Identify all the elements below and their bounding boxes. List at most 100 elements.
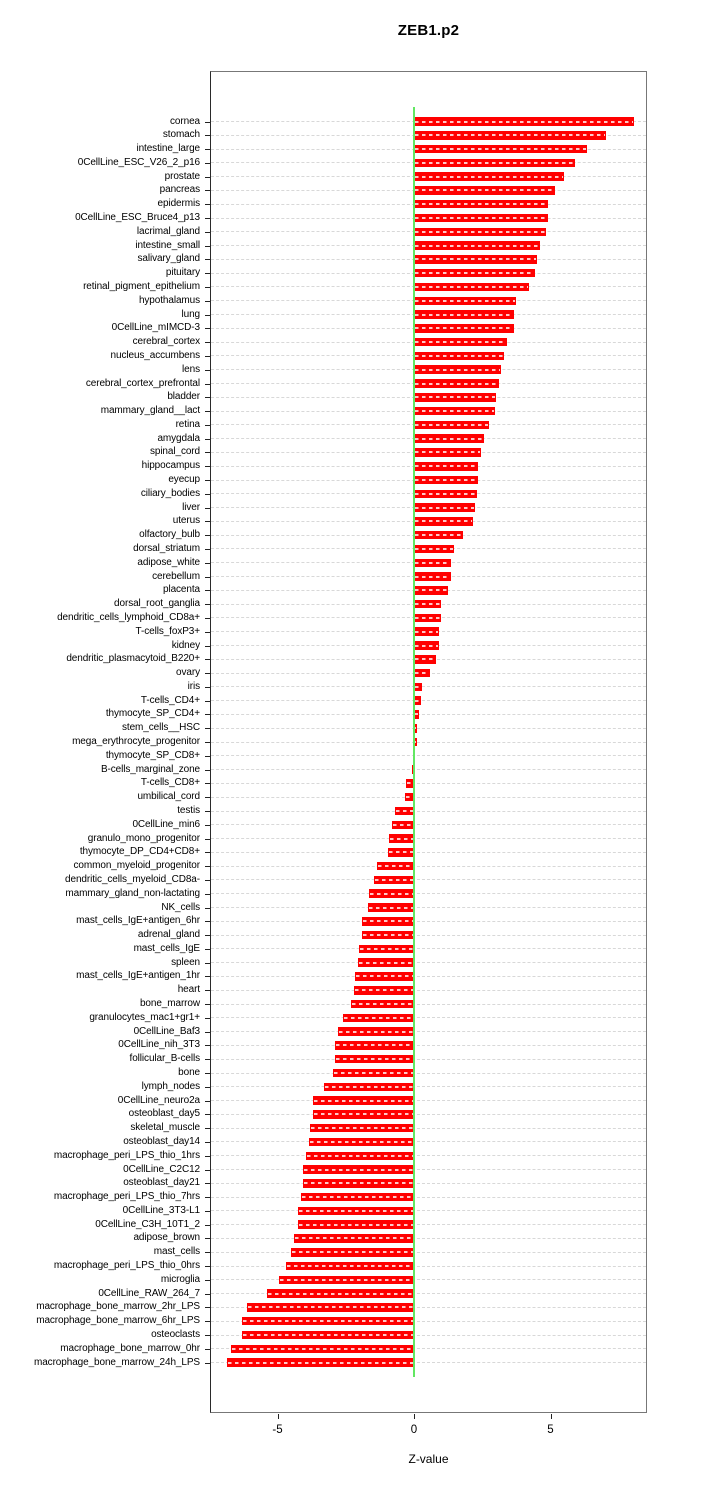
y-axis-tick xyxy=(205,769,210,771)
y-axis-tick xyxy=(205,1128,210,1130)
bar xyxy=(414,172,565,181)
bar xyxy=(414,503,476,512)
y-axis-label: 0CellLine_neuro2a xyxy=(117,1094,200,1106)
gridline xyxy=(211,1320,646,1322)
gridline xyxy=(211,1058,646,1060)
y-axis-label: lens xyxy=(182,363,200,375)
y-axis-tick xyxy=(205,204,210,206)
y-axis-label: granulo_mono_progenitor xyxy=(87,832,200,844)
y-axis-label: spleen xyxy=(171,956,200,968)
gridline xyxy=(211,755,646,757)
y-axis-label: nucleus_accumbens xyxy=(110,349,201,361)
y-axis-tick xyxy=(205,521,210,523)
bar xyxy=(333,1068,414,1078)
y-axis-tick xyxy=(205,218,210,220)
gridline xyxy=(211,727,646,729)
bar xyxy=(414,158,576,168)
y-axis-tick xyxy=(205,1100,210,1102)
bar xyxy=(404,792,414,802)
y-axis-label: dendritic_plasmacytoid_B220+ xyxy=(66,653,200,665)
y-axis-label: 0CellLine_RAW_264_7 xyxy=(98,1287,200,1299)
gridline xyxy=(211,893,646,895)
gridline xyxy=(211,1017,646,1019)
bar xyxy=(414,186,555,195)
y-axis-tick xyxy=(205,1086,210,1088)
gridline xyxy=(211,1224,646,1226)
bar xyxy=(358,958,414,967)
y-axis-tick xyxy=(205,811,210,812)
bar xyxy=(285,1261,414,1271)
bar xyxy=(359,944,414,954)
y-axis-label: microglia xyxy=(160,1273,200,1285)
y-axis-label: mammary_gland_non-lactating xyxy=(65,887,200,899)
y-axis-label: mast_cells xyxy=(153,1246,200,1258)
y-axis-label: mast_cells_IgE+antigen_6hr xyxy=(76,915,200,927)
bar xyxy=(414,641,439,650)
gridline xyxy=(211,948,646,950)
bar xyxy=(388,848,414,857)
bar xyxy=(394,806,414,816)
y-axis-tick xyxy=(205,1252,210,1254)
y-axis-label: dorsal_root_ganglia xyxy=(114,598,200,610)
y-axis-label: epidermis xyxy=(157,198,201,210)
gridline xyxy=(211,1100,646,1102)
y-axis-label: eyecup xyxy=(168,474,200,486)
y-axis-label: salivary_gland xyxy=(137,253,200,265)
y-axis-tick xyxy=(205,1362,210,1364)
y-axis-label: dendritic_cells_lymphoid_CD8a+ xyxy=(57,611,200,623)
y-axis-label: 0CellLine_Baf3 xyxy=(133,1025,201,1037)
y-axis-tick xyxy=(205,562,210,564)
bar xyxy=(414,351,505,361)
y-axis-tick xyxy=(205,480,210,482)
gridline xyxy=(211,1334,646,1336)
y-axis-tick xyxy=(205,190,210,192)
y-axis-label: prostate xyxy=(164,170,200,182)
bar xyxy=(405,779,414,788)
y-axis-label: osteoclasts xyxy=(151,1329,200,1341)
gridline xyxy=(211,686,646,688)
bar xyxy=(414,337,507,347)
gridline xyxy=(211,1293,646,1295)
bar xyxy=(414,324,514,333)
gridline xyxy=(211,1072,646,1074)
bar xyxy=(334,1041,414,1050)
y-axis-label: cerebral_cortex xyxy=(132,336,201,348)
y-axis-label: cerebral_cortex_prefrontal xyxy=(85,377,200,389)
bar xyxy=(414,227,547,237)
y-axis-tick xyxy=(205,1279,210,1281)
bar xyxy=(414,572,451,581)
x-axis-tick xyxy=(550,1414,552,1419)
bar xyxy=(414,296,517,306)
bar xyxy=(414,682,423,692)
bar xyxy=(231,1344,414,1354)
bar xyxy=(226,1358,414,1367)
gridline xyxy=(211,1210,646,1212)
y-axis-label: amygdala xyxy=(157,432,200,444)
bar xyxy=(297,1220,414,1229)
y-axis-label: 0CellLine_C2C12 xyxy=(123,1163,200,1175)
bar xyxy=(414,724,417,733)
y-axis-label: kidney xyxy=(171,639,200,651)
y-axis-label: macrophage_bone_marrow_0hr xyxy=(60,1342,200,1354)
bar xyxy=(414,475,479,485)
y-axis-tick xyxy=(205,824,210,826)
y-axis-label: B-cells_marginal_zone xyxy=(100,763,200,775)
y-axis-tick xyxy=(205,604,210,606)
gridline xyxy=(211,1031,646,1033)
y-axis-tick xyxy=(205,1004,210,1006)
bar xyxy=(414,737,417,747)
y-axis-tick xyxy=(205,838,210,840)
y-axis-tick xyxy=(205,507,210,509)
gridline xyxy=(211,934,646,936)
gridline xyxy=(211,865,646,867)
y-axis-tick xyxy=(205,645,210,647)
bar xyxy=(414,710,420,719)
y-axis-label: ciliary_bodies xyxy=(140,487,200,499)
bar xyxy=(414,517,473,526)
y-axis-tick xyxy=(205,783,210,785)
bar xyxy=(297,1206,414,1216)
y-axis-tick xyxy=(205,273,210,275)
gridline xyxy=(211,838,646,840)
bar xyxy=(414,393,496,402)
